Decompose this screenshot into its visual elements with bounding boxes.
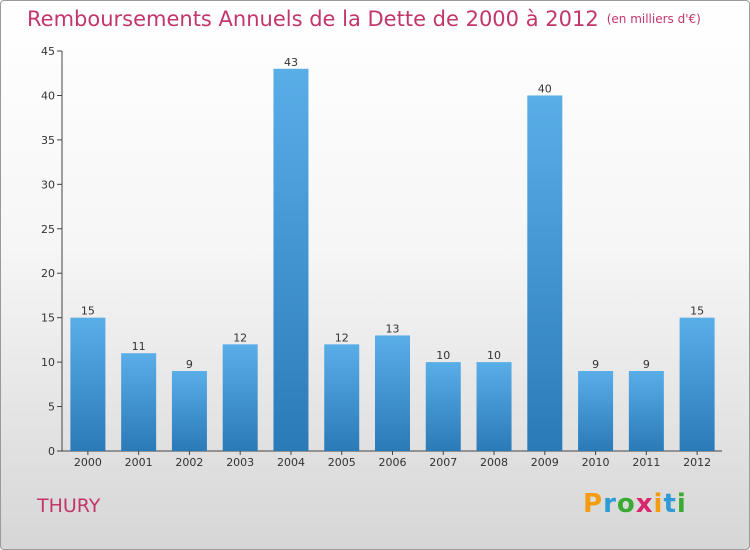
x-tick-label: 2001 (125, 456, 153, 469)
y-tick-label: 0 (48, 445, 55, 458)
x-tick-label: 2006 (379, 456, 407, 469)
chart-title-text: Remboursements Annuels de la Dette de 20… (27, 7, 599, 31)
bar-2000 (70, 317, 106, 451)
axes: 0 5 10 15 20 25 30 35 40 45 2000 2001 2002 2003 2004 20… (41, 45, 722, 469)
logo-letter: o (616, 489, 636, 519)
chart-title: Remboursements Annuels de la Dette de 20… (27, 7, 701, 31)
unit-note: (en milliers d'€) (606, 12, 701, 26)
data-label: 13 (386, 322, 400, 335)
data-label: 10 (436, 349, 450, 362)
y-tick-label: 40 (41, 89, 55, 102)
logo-letter: t (663, 489, 677, 519)
logo-letter: i (676, 489, 687, 519)
bar-2005 (324, 344, 360, 451)
data-label: 9 (592, 358, 599, 371)
bar-2006 (375, 335, 410, 451)
city-name: THURY (37, 495, 101, 517)
x-tick-label: 2011 (632, 456, 660, 469)
y-tick-label: 5 (48, 401, 55, 414)
logo-letter: P (583, 489, 604, 519)
bar-2009 (527, 95, 563, 451)
y-tick-label: 35 (41, 134, 55, 147)
y-tick-label: 30 (41, 178, 55, 191)
x-tick-label: 2004 (277, 456, 305, 469)
bar-2004 (273, 68, 309, 452)
x-tick-label: 2012 (683, 456, 711, 469)
x-tick-label: 2007 (429, 456, 457, 469)
data-label: 15 (81, 305, 95, 318)
data-label: 11 (132, 340, 146, 353)
data-label: 10 (487, 349, 501, 362)
y-tick-label: 25 (41, 223, 55, 236)
data-label: 9 (186, 358, 193, 371)
data-label: 15 (690, 305, 704, 318)
bars: 15 11 9 12 43 12 13 10 10 40 9 9 15 (70, 56, 715, 452)
bar-2008 (476, 362, 512, 451)
bar-2010 (578, 371, 614, 451)
data-label: 9 (643, 358, 650, 371)
logo-letter: r (603, 489, 617, 519)
bar-2002 (171, 371, 207, 451)
x-tick-label: 2000 (74, 456, 102, 469)
x-tick-label: 2010 (582, 456, 610, 469)
y-tick-label: 20 (41, 267, 55, 280)
y-tick-label: 15 (41, 312, 55, 325)
data-label: 12 (233, 331, 247, 344)
logo-letter: x (635, 489, 654, 519)
data-label: 43 (284, 56, 298, 69)
data-label: 12 (335, 331, 349, 344)
bar-2007 (425, 362, 461, 451)
x-tick-label: 2005 (328, 456, 356, 469)
data-label: 40 (538, 82, 552, 95)
y-tick-label: 45 (41, 45, 55, 58)
x-tick-label: 2008 (480, 456, 508, 469)
bar-2011 (628, 371, 664, 451)
logo-letter: i (653, 489, 664, 519)
x-tick-label: 2003 (226, 456, 254, 469)
proxiti-logo[interactable]: Proxiti (583, 489, 687, 519)
bar-2003 (222, 344, 258, 451)
y-tick-label: 10 (41, 356, 55, 369)
bar-2012 (679, 317, 715, 451)
x-tick-label: 2002 (175, 456, 203, 469)
x-tick-label: 2009 (531, 456, 559, 469)
bar-2001 (121, 353, 157, 451)
